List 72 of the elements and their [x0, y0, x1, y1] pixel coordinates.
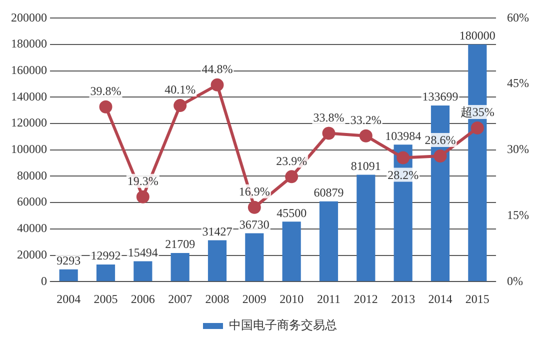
legend-label: 中国电子商务交易总 — [229, 318, 337, 332]
y-tick-label: 0 — [41, 274, 47, 288]
data-label: 超35% — [460, 105, 494, 120]
point — [470, 121, 484, 134]
data-label: 23.9% — [276, 154, 308, 168]
y-tick-label: 60000 — [17, 194, 47, 209]
point — [434, 150, 447, 163]
y-tick-label: 20000 — [17, 247, 47, 262]
bar — [356, 174, 376, 282]
x-tick-label: 2011 — [316, 292, 341, 306]
data-label: 12992 — [90, 248, 121, 263]
point — [285, 170, 298, 184]
y-tick-label: 180000 — [11, 36, 47, 51]
point — [322, 126, 336, 140]
y2-tick-label: 30% — [507, 142, 530, 156]
data-label: 133699 — [422, 90, 458, 104]
data-label: 39.8% — [90, 84, 122, 98]
y-tick-label: 160000 — [11, 63, 47, 78]
data-label: 81091 — [350, 158, 381, 173]
x-tick-label: 2008 — [205, 292, 230, 306]
data-label: 16.9% — [238, 184, 270, 199]
y-tick-label: 100000 — [11, 142, 47, 156]
y2-tick-label: 45% — [507, 76, 530, 90]
x-tick-label: 2012 — [354, 292, 378, 306]
bar — [134, 261, 152, 282]
x-tick-label: 2014 — [428, 292, 452, 306]
bar — [319, 201, 338, 282]
point — [136, 190, 150, 204]
bar — [170, 253, 190, 282]
data-label: 45500 — [276, 206, 307, 220]
data-label: 31427 — [202, 224, 232, 238]
point — [174, 99, 187, 112]
x-tick-label: 2009 — [242, 292, 266, 306]
y2-tick-label: 15% — [507, 208, 530, 222]
y-tick-label: 120000 — [11, 116, 47, 130]
x-tick-label: 2005 — [94, 292, 118, 306]
y-tick-label: 200000 — [11, 10, 47, 24]
point — [359, 129, 372, 142]
x-tick-label: 2010 — [280, 292, 304, 306]
data-label: 15494 — [128, 245, 158, 260]
point — [210, 78, 224, 92]
bar — [96, 264, 116, 282]
x-tick-label: 2004 — [56, 292, 81, 306]
data-label: 28.2% — [388, 168, 419, 182]
data-label: 28.6% — [424, 133, 456, 148]
bar — [208, 240, 227, 282]
y2-tick-label: 60% — [507, 10, 530, 24]
bar — [59, 269, 78, 282]
data-label: 180000 — [459, 28, 496, 43]
x-tick-label: 2015 — [465, 292, 490, 306]
data-label: 33.2% — [350, 113, 382, 128]
data-label: 33.8% — [313, 110, 344, 124]
x-tick-label: 2013 — [391, 292, 416, 306]
point — [99, 100, 112, 114]
data-label: 21709 — [165, 237, 196, 252]
data-label: 9293 — [56, 254, 81, 268]
data-label: 103984 — [385, 128, 422, 143]
y-tick-label: 140000 — [11, 89, 47, 104]
data-label: 19.3% — [127, 174, 158, 188]
bar — [282, 222, 301, 282]
data-label: 40.1% — [164, 82, 196, 97]
y-tick-label: 40000 — [17, 221, 47, 236]
data-label: 60879 — [314, 186, 344, 200]
point — [248, 200, 261, 214]
x-tick-label: 2006 — [130, 292, 155, 306]
point — [396, 151, 410, 164]
data-label: 44.8% — [202, 62, 233, 76]
y-tick-label: 80000 — [17, 168, 47, 182]
data-label: 36730 — [239, 217, 270, 232]
x-tick-label: 2007 — [168, 292, 192, 306]
y2-tick-label: 0% — [507, 274, 524, 288]
bar — [245, 233, 264, 282]
